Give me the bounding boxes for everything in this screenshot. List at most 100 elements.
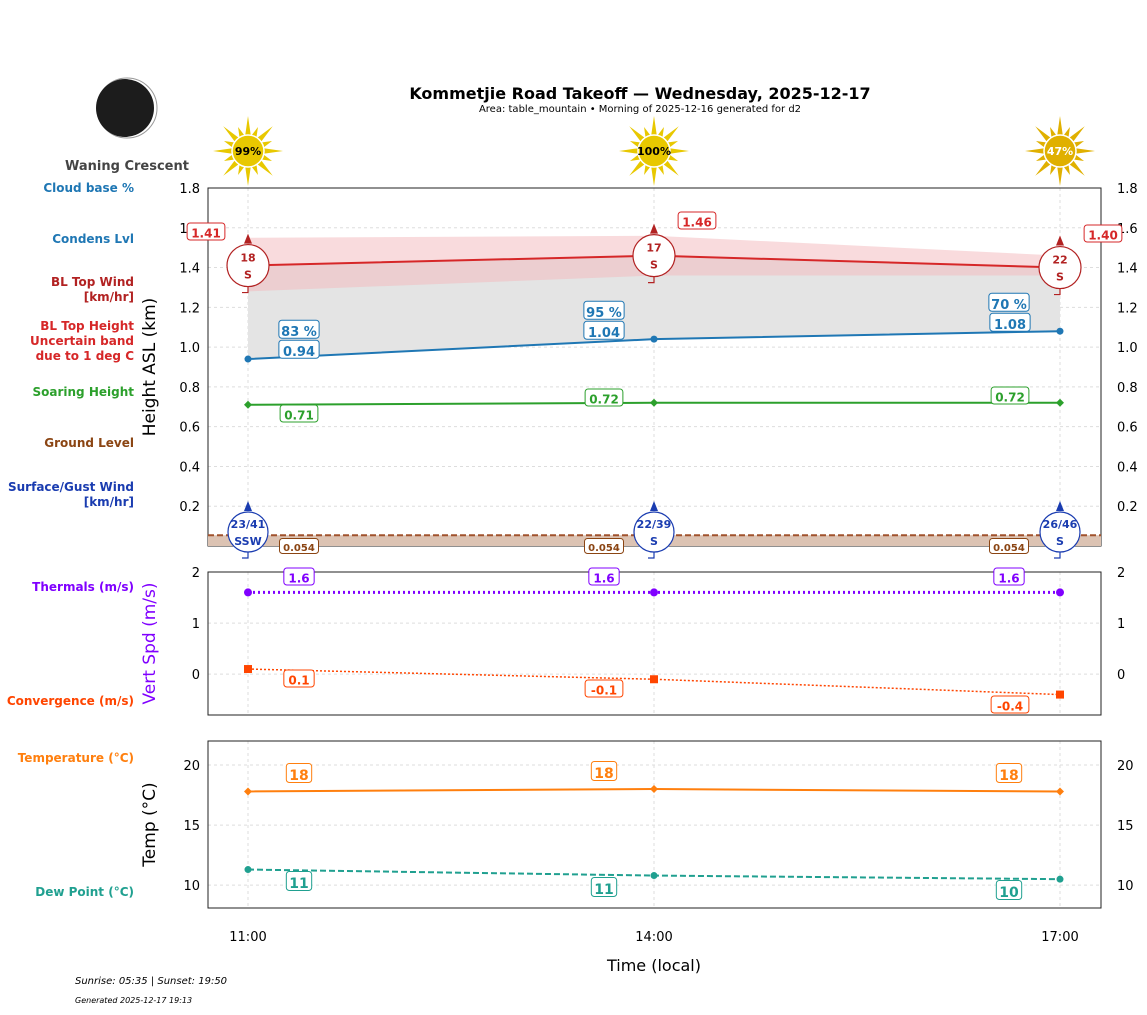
surface-wind-barb-speed: 23/41	[231, 518, 266, 531]
soaring-height-label: 0.71	[284, 409, 314, 423]
thermals-label-box	[588, 567, 620, 586]
y-axis-label: Vert Spd (m/s)	[140, 582, 160, 704]
y-tick-label: 20	[183, 759, 200, 774]
chart-subtitle: Area: table_mountain • Morning of 2025-1…	[479, 104, 801, 115]
temperature-label: 18	[594, 766, 613, 782]
ground-level-label: 0.054	[588, 543, 620, 554]
convergence-label-box	[584, 679, 624, 698]
x-tick-label: 17:00	[1041, 930, 1078, 945]
legend-convergence: Convergence (m/s)	[7, 694, 134, 708]
legend-bl-top-wind: BL Top Wind	[51, 275, 134, 289]
soaring-height-label: 0.72	[589, 393, 619, 407]
sun-disc	[637, 134, 671, 168]
surface-wind-barb-tail-icon	[242, 552, 249, 559]
x-tick-label: 14:00	[635, 930, 672, 945]
y-tick-label-right: 1.2	[1117, 301, 1138, 316]
cloud-base-percent-label-box	[278, 319, 320, 339]
sun-icon	[1025, 116, 1095, 186]
legend-bl-top-wind: [km/hr]	[84, 290, 134, 304]
surface-wind-barb-speed: 22/39	[637, 518, 672, 531]
bl-wind-barb-speed: 22	[1052, 254, 1067, 267]
surface-wind-barb-circle	[633, 511, 675, 553]
surface-wind-barb-circle	[227, 511, 269, 553]
y-axis-label: Temp (°C)	[140, 782, 160, 867]
y-tick-label: 2	[192, 566, 200, 581]
x-axis-label: Time (local)	[606, 956, 701, 975]
dew-point-label-box	[285, 871, 313, 891]
condens-level-label-box	[278, 339, 320, 359]
y-axis-label: Height ASL (km)	[140, 298, 160, 437]
y-tick-label-right: 2	[1117, 566, 1125, 581]
y-tick-label: 1.2	[179, 301, 200, 316]
surface-wind-barb-arrow-icon	[650, 501, 658, 511]
ground-level-label: 0.054	[993, 543, 1025, 554]
surface-wind-barb-direction: SSW	[234, 535, 261, 548]
legend-bl-top-height: due to 1 deg C	[36, 349, 135, 363]
convergence-point	[244, 665, 252, 674]
condens-level-point	[244, 355, 252, 363]
thermals-label-box	[283, 567, 315, 586]
convergence-point	[650, 675, 658, 684]
x-tick-label: 11:00	[229, 930, 266, 945]
legend-dew-point: Dew Point (°C)	[35, 885, 134, 899]
plot-frame	[207, 740, 1102, 909]
cloud-base-percent-label: 95 %	[586, 306, 622, 321]
temperature-label-box	[285, 763, 313, 783]
convergence-line	[247, 668, 1061, 696]
thermals-point	[650, 588, 658, 597]
y-tick-label-right: 1.8	[1117, 182, 1138, 197]
sun-percent-label: 47%	[1047, 145, 1073, 158]
temperature-point	[244, 787, 252, 796]
bl-wind-barb-tail-icon	[242, 286, 249, 294]
convergence-point	[1056, 690, 1064, 699]
surface-wind-barb-speed: 26/46	[1043, 518, 1078, 531]
y-tick-label: 1.4	[179, 262, 200, 277]
soaring-height-point	[1056, 398, 1064, 407]
surface-wind-barb-tail-icon	[1054, 552, 1061, 559]
bl-wind-barb-circle	[226, 243, 270, 288]
temperature-label: 18	[999, 768, 1018, 784]
dew-point-point	[244, 866, 252, 874]
thermals-label: 1.6	[288, 572, 309, 586]
y-tick-label: 0.4	[179, 460, 200, 475]
bl-top-height-label-box	[186, 222, 226, 241]
cloud-base-percent-label: 83 %	[281, 325, 317, 340]
bl-wind-barb-arrow-icon	[1056, 235, 1064, 246]
legend-ground-level: Ground Level	[44, 436, 134, 450]
legend-surface-wind: [km/hr]	[84, 495, 134, 509]
ground-level-label-box	[279, 538, 319, 554]
bl-wind-barb-tail-icon	[1054, 288, 1061, 296]
dew-point-point	[650, 872, 658, 880]
plot-frame	[207, 571, 1102, 716]
soaring-height-label: 0.72	[995, 391, 1025, 405]
y-tick-label: 0.8	[179, 381, 200, 396]
soaring-height-label-box	[279, 404, 319, 423]
sun-percent-label: 100%	[637, 145, 671, 158]
temperature-label-box	[995, 763, 1023, 783]
y-tick-label: 0.6	[179, 421, 200, 436]
sun-times: Sunrise: 05:35 | Sunset: 19:50	[75, 976, 227, 987]
condens-level-point	[1056, 327, 1064, 335]
bl-wind-barb-tail-icon	[648, 276, 655, 284]
legend-bl-top-height: BL Top Height	[40, 319, 134, 333]
condens-level-point	[650, 335, 658, 343]
bl-top-height-label: 1.46	[682, 216, 712, 230]
surface-wind-barb-direction: S	[1056, 535, 1064, 548]
sun-disc	[231, 134, 265, 168]
convergence-label: -0.1	[591, 684, 617, 698]
condens-level-label: 0.94	[283, 345, 315, 360]
chart-title: Kommetjie Road Takeoff — Wednesday, 2025…	[409, 84, 870, 103]
condens-level-label-box	[989, 312, 1031, 332]
bl-wind-barb-arrow-icon	[244, 233, 252, 244]
y-tick-label-right: 0.8	[1117, 381, 1138, 396]
sun-disc	[1043, 134, 1077, 168]
ground-level-label: 0.054	[283, 543, 315, 554]
y-tick-label: 1.8	[179, 182, 200, 197]
convergence-label-box	[990, 695, 1030, 714]
bl-wind-barb-speed: 17	[646, 242, 661, 255]
dew-point-label: 10	[999, 885, 1019, 901]
y-tick-label-right: 1	[1117, 617, 1125, 632]
surface-wind-barb-arrow-icon	[1056, 501, 1064, 511]
generated-time: Generated 2025-12-17 19:13	[75, 996, 192, 1005]
y-tick-label-right: 0.4	[1117, 460, 1138, 475]
